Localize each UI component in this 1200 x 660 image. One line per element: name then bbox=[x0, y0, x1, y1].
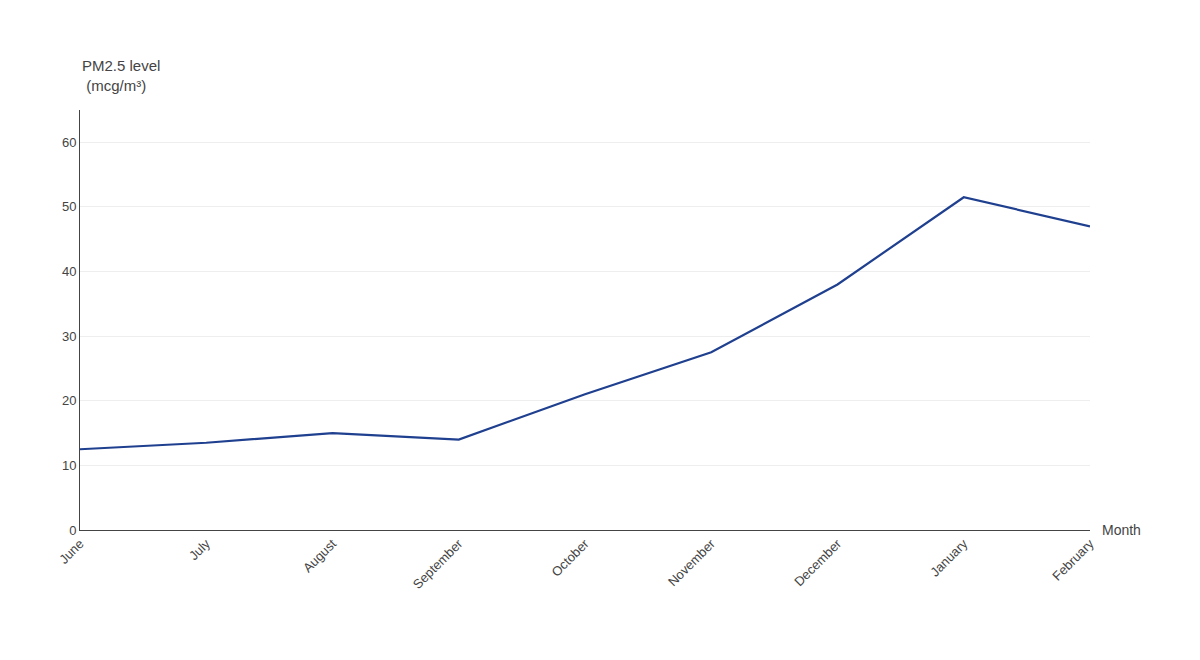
svg-text:Month: Month bbox=[1102, 522, 1141, 538]
svg-text:60: 60 bbox=[62, 135, 76, 150]
svg-text:20: 20 bbox=[62, 393, 76, 408]
svg-text:February: February bbox=[1049, 536, 1097, 584]
svg-text:PM2.5 level (mcg/m³): PM2.5 level (mcg/m³) bbox=[82, 57, 160, 94]
svg-text:November: November bbox=[665, 536, 718, 589]
svg-text:July: July bbox=[186, 536, 213, 563]
svg-text:September: September bbox=[410, 536, 466, 592]
svg-text:10: 10 bbox=[62, 458, 76, 473]
svg-text:0: 0 bbox=[69, 523, 76, 538]
svg-text:August: August bbox=[300, 536, 339, 575]
svg-text:January: January bbox=[927, 536, 971, 580]
svg-text:40: 40 bbox=[62, 264, 76, 279]
svg-text:50: 50 bbox=[62, 199, 76, 214]
svg-text:June: June bbox=[56, 536, 87, 567]
svg-text:December: December bbox=[791, 536, 844, 589]
svg-text:October: October bbox=[548, 536, 592, 580]
svg-text:30: 30 bbox=[62, 329, 76, 344]
